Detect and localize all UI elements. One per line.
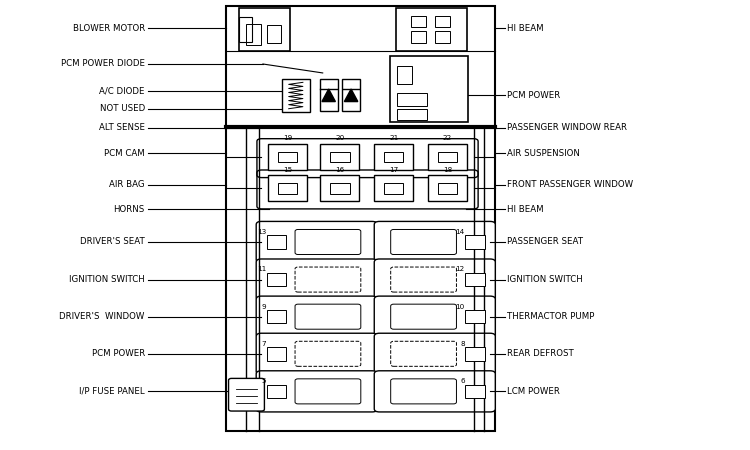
Bar [278, 152, 297, 162]
Bar [268, 25, 280, 43]
Bar [267, 385, 286, 398]
Bar [398, 109, 427, 120]
Bar [267, 310, 286, 324]
Text: AIR SUSPENSION: AIR SUSPENSION [506, 149, 580, 158]
Bar [435, 32, 450, 43]
Text: 12: 12 [455, 266, 465, 272]
Bar [466, 385, 484, 398]
Bar [438, 152, 458, 162]
Bar [320, 144, 359, 170]
Text: FRONT PASSENGER WINDOW: FRONT PASSENGER WINDOW [506, 180, 633, 189]
FancyBboxPatch shape [256, 221, 377, 262]
FancyBboxPatch shape [374, 333, 495, 374]
Text: 16: 16 [335, 166, 344, 173]
Bar [398, 93, 427, 107]
FancyBboxPatch shape [374, 296, 495, 337]
Bar [239, 17, 253, 42]
Bar [330, 152, 350, 162]
Bar [330, 183, 350, 194]
Bar [411, 16, 426, 27]
Text: HI BEAM: HI BEAM [506, 24, 543, 33]
Text: I/P FUSE PANEL: I/P FUSE PANEL [80, 387, 145, 396]
Bar [390, 56, 469, 122]
Text: 15: 15 [283, 166, 292, 173]
Bar [466, 235, 484, 249]
Bar [267, 273, 286, 286]
FancyBboxPatch shape [256, 296, 377, 337]
Bar [435, 16, 450, 27]
Text: 7: 7 [261, 341, 266, 346]
Text: HORNS: HORNS [113, 205, 145, 214]
Bar [320, 176, 359, 201]
Text: ALT SENSE: ALT SENSE [99, 123, 145, 132]
Bar [384, 183, 404, 194]
Text: REAR DEFROST: REAR DEFROST [506, 349, 573, 358]
Text: 11: 11 [256, 266, 266, 272]
Text: 5: 5 [261, 378, 266, 384]
Text: DRIVER'S SEAT: DRIVER'S SEAT [80, 238, 145, 247]
Bar [268, 176, 307, 201]
Bar [374, 176, 413, 201]
Text: 22: 22 [442, 135, 452, 141]
Text: 18: 18 [442, 166, 452, 173]
Text: 17: 17 [389, 166, 398, 173]
Bar [466, 273, 484, 286]
Text: 19: 19 [283, 135, 292, 141]
Text: PCM POWER: PCM POWER [506, 91, 560, 100]
Text: 21: 21 [389, 135, 398, 141]
Bar [239, 8, 290, 50]
Bar [267, 347, 286, 360]
Bar [466, 310, 484, 324]
Text: DRIVER'S  WINDOW: DRIVER'S WINDOW [59, 312, 145, 321]
Bar [398, 66, 412, 84]
Bar [411, 32, 426, 43]
FancyBboxPatch shape [256, 259, 377, 300]
Bar [428, 176, 467, 201]
Polygon shape [344, 89, 358, 102]
Bar [278, 183, 297, 194]
Text: BLOWER MOTOR: BLOWER MOTOR [73, 24, 145, 33]
Text: LCM POWER: LCM POWER [506, 387, 560, 396]
Text: 14: 14 [455, 229, 465, 235]
Bar [438, 183, 458, 194]
Bar [466, 347, 484, 360]
Bar [247, 24, 262, 45]
Text: 20: 20 [335, 135, 344, 141]
Text: PASSENGER WINDOW REAR: PASSENGER WINDOW REAR [506, 123, 626, 132]
FancyBboxPatch shape [229, 378, 265, 411]
Bar [320, 79, 338, 112]
Text: IGNITION SWITCH: IGNITION SWITCH [69, 275, 145, 284]
Text: 8: 8 [460, 341, 465, 346]
Bar [374, 144, 413, 170]
FancyBboxPatch shape [374, 221, 495, 262]
Text: HI BEAM: HI BEAM [506, 205, 543, 214]
Text: PCM POWER DIODE: PCM POWER DIODE [61, 59, 145, 68]
Text: 13: 13 [256, 229, 266, 235]
Text: THERMACTOR PUMP: THERMACTOR PUMP [506, 312, 594, 321]
Text: A/C DIODE: A/C DIODE [99, 86, 145, 95]
FancyBboxPatch shape [374, 259, 495, 300]
Text: AIR BAG: AIR BAG [110, 180, 145, 189]
Text: 6: 6 [460, 378, 465, 384]
Text: PCM POWER: PCM POWER [92, 349, 145, 358]
Text: 9: 9 [261, 303, 266, 310]
Text: NOT USED: NOT USED [100, 104, 145, 113]
Bar [268, 144, 307, 170]
Bar [267, 235, 286, 249]
FancyBboxPatch shape [256, 333, 377, 374]
Bar [226, 6, 494, 431]
Text: IGNITION SWITCH: IGNITION SWITCH [506, 275, 582, 284]
Text: 10: 10 [455, 303, 465, 310]
Bar [281, 79, 310, 112]
Text: PCM CAM: PCM CAM [104, 149, 145, 158]
Bar [396, 8, 467, 51]
FancyBboxPatch shape [374, 371, 495, 412]
FancyBboxPatch shape [256, 371, 377, 412]
Bar [428, 144, 467, 170]
Bar [384, 152, 404, 162]
Bar [342, 79, 360, 112]
Polygon shape [322, 89, 335, 102]
Text: PASSENGER SEAT: PASSENGER SEAT [506, 238, 583, 247]
